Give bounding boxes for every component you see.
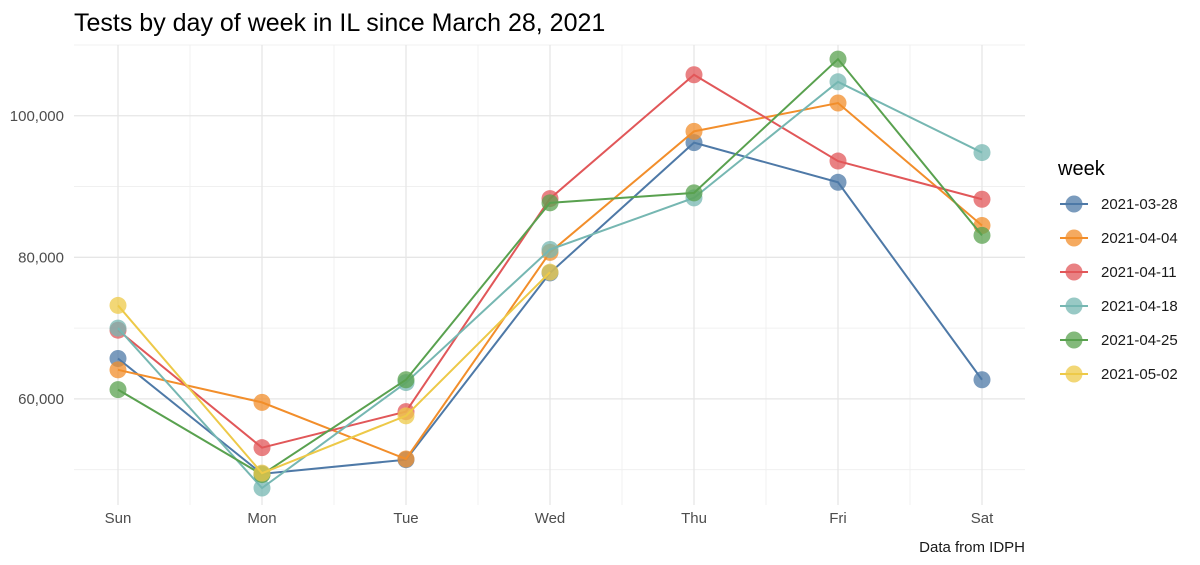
series-layer — [109, 50, 991, 497]
y-tick-label: 80,000 — [18, 249, 64, 266]
data-point — [973, 144, 991, 162]
data-point — [829, 173, 847, 191]
data-point — [397, 371, 415, 389]
data-point — [685, 184, 703, 202]
legend-key-point — [1065, 229, 1083, 247]
data-point — [109, 381, 127, 399]
legend-item: 2021-05-02 — [1060, 365, 1178, 383]
data-point — [253, 439, 271, 457]
legend-label: 2021-04-18 — [1101, 298, 1178, 315]
legend-item: 2021-03-28 — [1060, 195, 1178, 213]
legend-label: 2021-04-04 — [1101, 230, 1178, 247]
x-tick-label: Fri — [829, 510, 847, 527]
y-tick-label: 100,000 — [10, 108, 64, 125]
data-point — [685, 122, 703, 140]
chart-caption: Data from IDPH — [919, 539, 1025, 556]
data-point — [253, 464, 271, 482]
series-line — [117, 271, 551, 475]
data-point — [397, 407, 415, 425]
data-point — [253, 393, 271, 411]
x-tick-label: Mon — [247, 510, 276, 527]
legend-label: 2021-04-11 — [1101, 264, 1177, 281]
data-point — [109, 296, 127, 314]
x-tick-label: Thu — [681, 510, 707, 527]
x-axis-ticks: Sun Mon Tue Wed Thu Fri Sat — [105, 510, 994, 527]
data-point — [973, 226, 991, 244]
x-tick-label: Sat — [971, 510, 994, 527]
data-point — [253, 479, 271, 497]
x-tick-label: Wed — [535, 510, 566, 527]
data-point — [541, 241, 559, 259]
data-point — [829, 73, 847, 91]
data-point — [541, 263, 559, 281]
legend-label: 2021-03-28 — [1101, 196, 1178, 213]
legend-key-point — [1065, 331, 1083, 349]
data-point — [829, 50, 847, 68]
data-point — [973, 190, 991, 208]
legend-item: 2021-04-18 — [1060, 297, 1178, 315]
data-point — [109, 319, 127, 337]
x-tick-label: Sun — [105, 510, 132, 527]
legend-key-point — [1065, 297, 1083, 315]
x-tick-label: Tue — [393, 510, 418, 527]
legend-label: 2021-05-02 — [1101, 366, 1178, 383]
legend-item: 2021-04-04 — [1060, 229, 1178, 247]
legend-label: 2021-04-25 — [1101, 332, 1178, 349]
series-2021-05-02 — [109, 263, 559, 482]
series-2021-04-18 — [109, 73, 991, 497]
y-axis-ticks: 60,000 80,000 100,000 — [10, 108, 64, 408]
chart-title: Tests by day of week in IL since March 2… — [74, 9, 605, 37]
data-point — [829, 152, 847, 170]
legend-item: 2021-04-25 — [1060, 331, 1178, 349]
legend-item: 2021-04-11 — [1060, 263, 1177, 281]
data-point — [109, 361, 127, 379]
data-point — [397, 450, 415, 468]
data-point — [541, 194, 559, 212]
y-tick-label: 60,000 — [18, 391, 64, 408]
legend-key-point — [1065, 263, 1083, 281]
legend: week 2021-03-28 2021-04-04 2021-04-11 2021-… — [1057, 158, 1178, 383]
legend-key-point — [1065, 365, 1083, 383]
data-point — [685, 66, 703, 84]
data-point — [973, 371, 991, 389]
legend-key-point — [1065, 195, 1083, 213]
data-point — [829, 94, 847, 112]
legend-title: week — [1057, 158, 1106, 180]
